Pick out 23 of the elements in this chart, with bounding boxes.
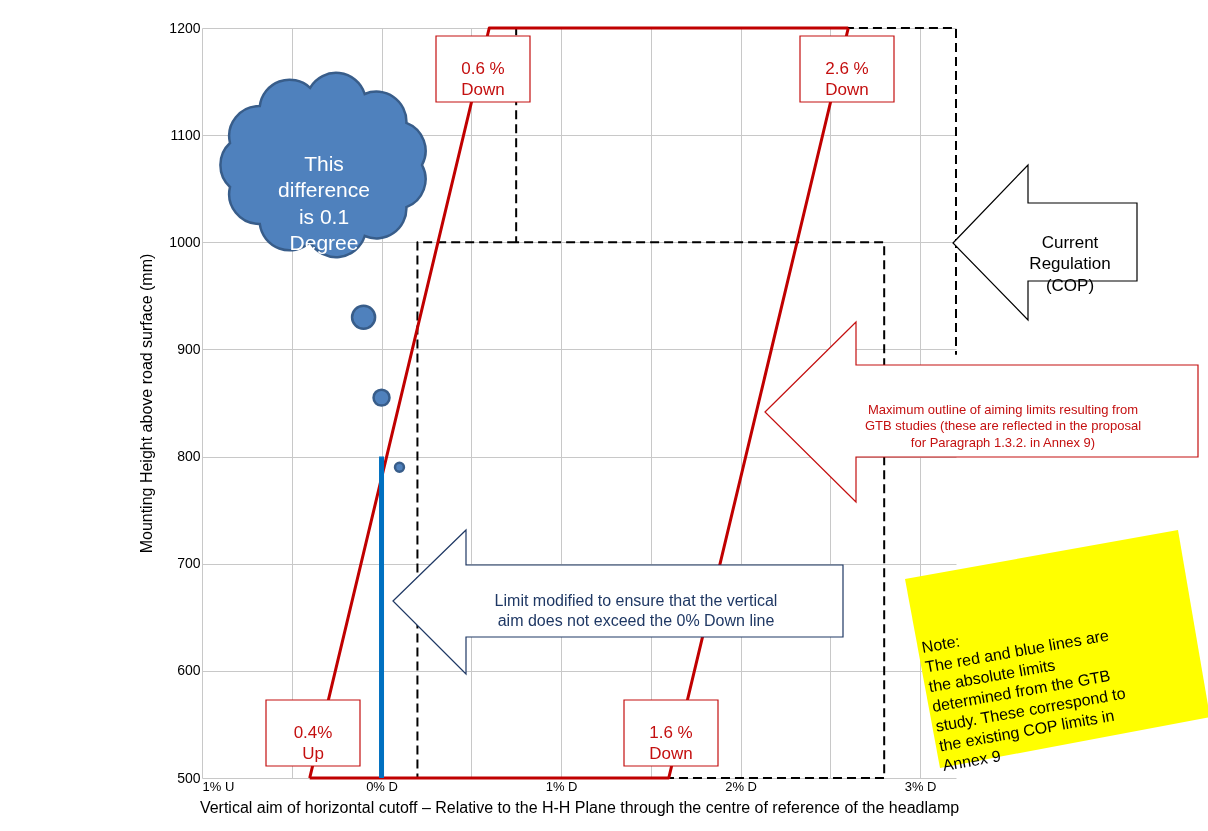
x-tick-label: 2% D <box>725 778 757 794</box>
annotation: 2.6 % Down <box>825 59 869 100</box>
y-tick-label: 1100 <box>170 126 201 143</box>
y-tick-label: 1200 <box>169 19 201 36</box>
y-tick-label: 600 <box>177 662 201 679</box>
x-axis-title: Vertical aim of horizontal cutoff – Relative to the H-H Plane through the centre of reference of the headlamp <box>199 798 960 816</box>
text: Current Regulation (COP) <box>1029 233 1111 295</box>
y-tick-label: 800 <box>177 448 201 465</box>
y-tick-label: 500 <box>177 769 201 786</box>
x-tick-label: 3% D <box>904 778 937 794</box>
x-tick-label: 0% D <box>366 778 398 794</box>
annotation: Maximum outline of aiming limits resulting from GTB studies (these are reflected in the proposal for Paragraph 1.3.2. in Annex 9) <box>864 402 1142 450</box>
annotation: 0.6 % Down <box>461 59 505 100</box>
annotation: Limit modified to ensure that the vertical aim does not exceed the 0% Down line <box>494 592 778 629</box>
y-axis-title: Mounting Height above road surface (mm) <box>138 253 156 554</box>
x-tick-label: 1% U <box>202 778 235 794</box>
annotation: Note: The red and blue lines are the absolute limits determined from the GTB study. These correspond to the existing COP limits in Annex 9 <box>920 626 1127 775</box>
annotation: 0.4% Up <box>293 723 333 764</box>
y-tick-label: 700 <box>177 555 201 572</box>
annotation: 1.6 % Down <box>649 723 693 764</box>
y-tick-label: 900 <box>177 340 201 357</box>
y-tick-label: 1000 <box>169 233 201 250</box>
x-tick-label: 1% D <box>545 778 578 794</box>
